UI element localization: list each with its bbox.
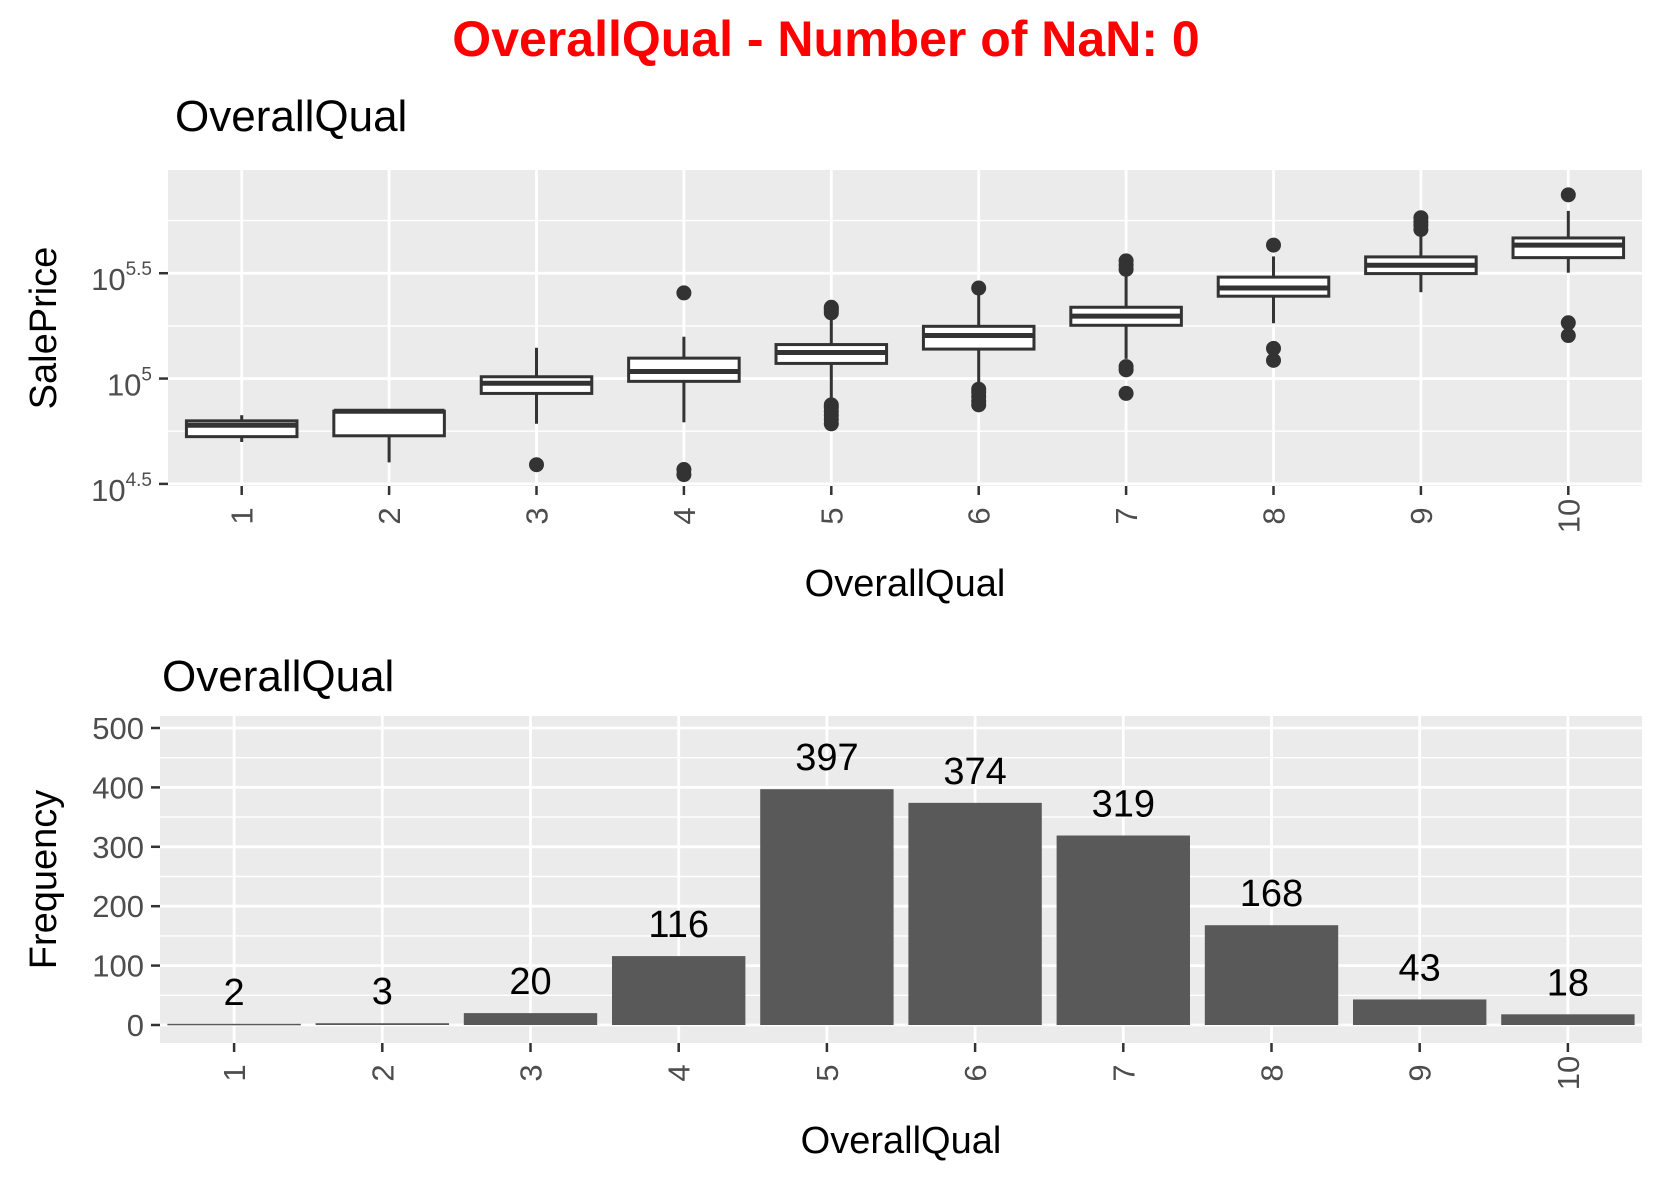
boxplot-title: OverallQual: [175, 92, 407, 141]
boxplot-outlier-point: [971, 381, 987, 397]
boxplot-outlier-point: [1560, 315, 1576, 331]
barchart-data-label: 374: [943, 751, 1006, 793]
boxplot-outlier-point: [676, 285, 692, 301]
boxplot-outlier-point: [1118, 359, 1134, 375]
barchart-panel: 0 100 200 300 400 500 1 2 3 4 5 6 7 8 9 10 2 3 20 116 397 374…: [23, 652, 1642, 1162]
barchart-panel-background: [160, 716, 1642, 1043]
barchart-title: OverallQual: [162, 652, 394, 701]
main-title: OverallQual - Number of NaN: 0: [452, 11, 1199, 67]
boxplot-outlier-point: [823, 397, 839, 413]
barchart-y-tick-label: 500: [92, 711, 144, 746]
boxplot-outlier-point: [529, 457, 544, 473]
barchart-bar: [167, 1023, 301, 1026]
boxplot-box: [1511, 236, 1626, 260]
barchart-data-label: 116: [648, 904, 709, 946]
barchart-data-label: 319: [1092, 784, 1155, 826]
boxplot-outlier-point: [1118, 385, 1134, 401]
boxplot-y-tick-label: 105: [107, 365, 152, 403]
boxplot-outlier-point: [1560, 328, 1576, 344]
boxplot-x-tick-label: 3: [520, 507, 555, 524]
barchart-bar: [612, 956, 746, 1025]
boxplot-x-tick-label: 10: [1551, 499, 1586, 533]
boxplot-outlier-point: [1560, 187, 1576, 203]
barchart-x-tick-label: 4: [662, 1064, 697, 1081]
barchart-data-label: 2: [224, 972, 245, 1014]
barchart-bar: [1056, 835, 1190, 1025]
barchart-data-label: 3: [372, 971, 393, 1013]
boxplot-y-tick-label: 104.5: [91, 470, 152, 508]
barchart-data-label: 397: [795, 737, 858, 779]
boxplot-x-tick-label: 9: [1404, 507, 1439, 524]
barchart-bar: [1501, 1014, 1635, 1025]
boxplot-x-tick-label: 1: [225, 507, 260, 524]
barchart-x-tick-label: 3: [514, 1064, 549, 1081]
barchart-x-tick-label: 10: [1551, 1056, 1586, 1090]
barchart-x-tick-label: 6: [958, 1064, 993, 1081]
barchart-x-axis-title: OverallQual: [801, 1120, 1002, 1162]
boxplot-x-tick-label: 6: [962, 507, 997, 524]
barchart-y-tick-label: 200: [92, 889, 144, 924]
barchart-bar: [760, 789, 894, 1025]
boxplot-y-tick-label: 105.5: [91, 259, 152, 297]
boxplot-x-tick-label: 7: [1109, 507, 1144, 524]
barchart-data-label: 168: [1240, 873, 1303, 915]
boxplot-x-tick-label: 8: [1257, 507, 1292, 524]
barchart-bar: [1353, 999, 1487, 1025]
barchart-x-tick-label: 2: [365, 1064, 400, 1081]
barchart-y-tick-label: 100: [92, 949, 144, 984]
boxplot-outlier-point: [1266, 340, 1281, 356]
barchart-bar: [1204, 925, 1339, 1025]
boxplot-y-axis-title: SalePrice: [23, 247, 65, 410]
barchart-y-tick-label: 0: [127, 1008, 144, 1043]
boxplot-x-tick-label: 2: [372, 507, 407, 524]
barchart-data-label: 43: [1399, 947, 1441, 989]
barchart-x-tick-label: 5: [810, 1064, 845, 1081]
barchart-bar: [315, 1023, 449, 1025]
boxplot-x-tick-label: 5: [814, 507, 849, 524]
barchart-bar: [908, 802, 1042, 1025]
barchart-data-label: 18: [1547, 962, 1589, 1004]
barchart-x-tick-label: 8: [1255, 1064, 1290, 1081]
boxplot-outlier-point: [1266, 352, 1281, 368]
barchart-x-tick-label: 7: [1106, 1064, 1141, 1081]
barchart-y-axis-title: Frequency: [23, 790, 65, 970]
boxplot-outlier-point: [1118, 253, 1134, 269]
barchart-bar: [463, 1013, 598, 1025]
boxplot-panel: 104.5 105 105.5 1 2 3 4 5 6 7 8 9 10 OverallQual Overa…: [23, 92, 1642, 605]
barchart-x-tick-label: 9: [1403, 1064, 1438, 1081]
barchart-y-tick-label: 400: [92, 770, 144, 805]
boxplot-outlier-point: [676, 467, 692, 483]
boxplot-x-tick-label: 4: [667, 507, 702, 524]
boxplot-outlier-point: [1266, 237, 1281, 253]
boxplot-box: [332, 409, 446, 438]
boxplot-x-axis-title: OverallQual: [805, 563, 1006, 605]
boxplot-outlier-point: [823, 299, 839, 315]
barchart-data-label: 20: [509, 961, 551, 1003]
boxplot-outlier-point: [1413, 210, 1429, 226]
barchart-y-tick-label: 300: [92, 830, 144, 865]
boxplot-outlier-point: [971, 280, 987, 296]
barchart-x-tick-label: 1: [217, 1064, 252, 1081]
